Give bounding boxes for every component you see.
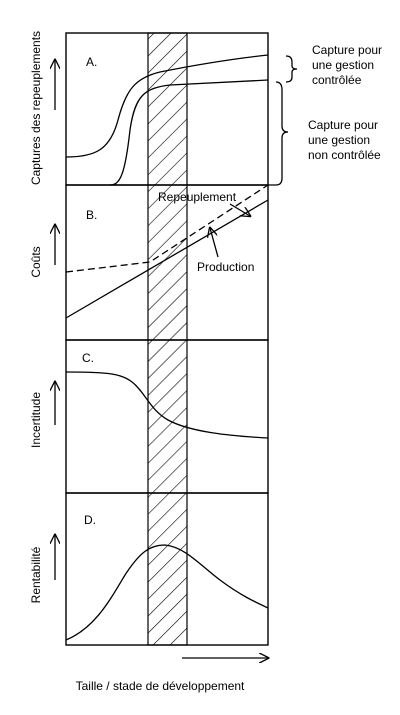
annotation: une gestion bbox=[312, 58, 374, 72]
annotation: non contrôlée bbox=[308, 148, 381, 162]
curve bbox=[65, 544, 269, 641]
axis-label: Rentabilité bbox=[29, 546, 43, 603]
panel-frame bbox=[65, 492, 269, 646]
annotation: Production bbox=[197, 260, 254, 274]
brace bbox=[268, 81, 289, 186]
panel-label: B. bbox=[86, 208, 97, 222]
annotation: Capture pour bbox=[312, 43, 382, 57]
arrow bbox=[210, 228, 219, 258]
annotation: contrôlée bbox=[312, 73, 362, 87]
curve bbox=[65, 54, 269, 158]
curve bbox=[109, 79, 269, 186]
axis-label: Incertitude bbox=[29, 392, 43, 448]
brace bbox=[285, 55, 298, 83]
axis-label: Coûts bbox=[29, 246, 43, 277]
hatched-band bbox=[147, 32, 188, 646]
annotation: une gestion bbox=[308, 133, 370, 147]
line bbox=[65, 199, 269, 319]
panel-label: D. bbox=[84, 513, 96, 527]
annotation: Repeuplement bbox=[158, 190, 237, 204]
panel-label: C. bbox=[82, 351, 94, 365]
axis-label: Taille / stade de développement bbox=[76, 679, 245, 693]
panel-label: A. bbox=[86, 55, 97, 69]
curve bbox=[65, 371, 269, 439]
arrow bbox=[229, 203, 250, 216]
annotation: Capture pour bbox=[308, 118, 378, 132]
axis-label: Captures des repeuplements bbox=[29, 31, 43, 185]
dashed-line bbox=[65, 184, 269, 273]
